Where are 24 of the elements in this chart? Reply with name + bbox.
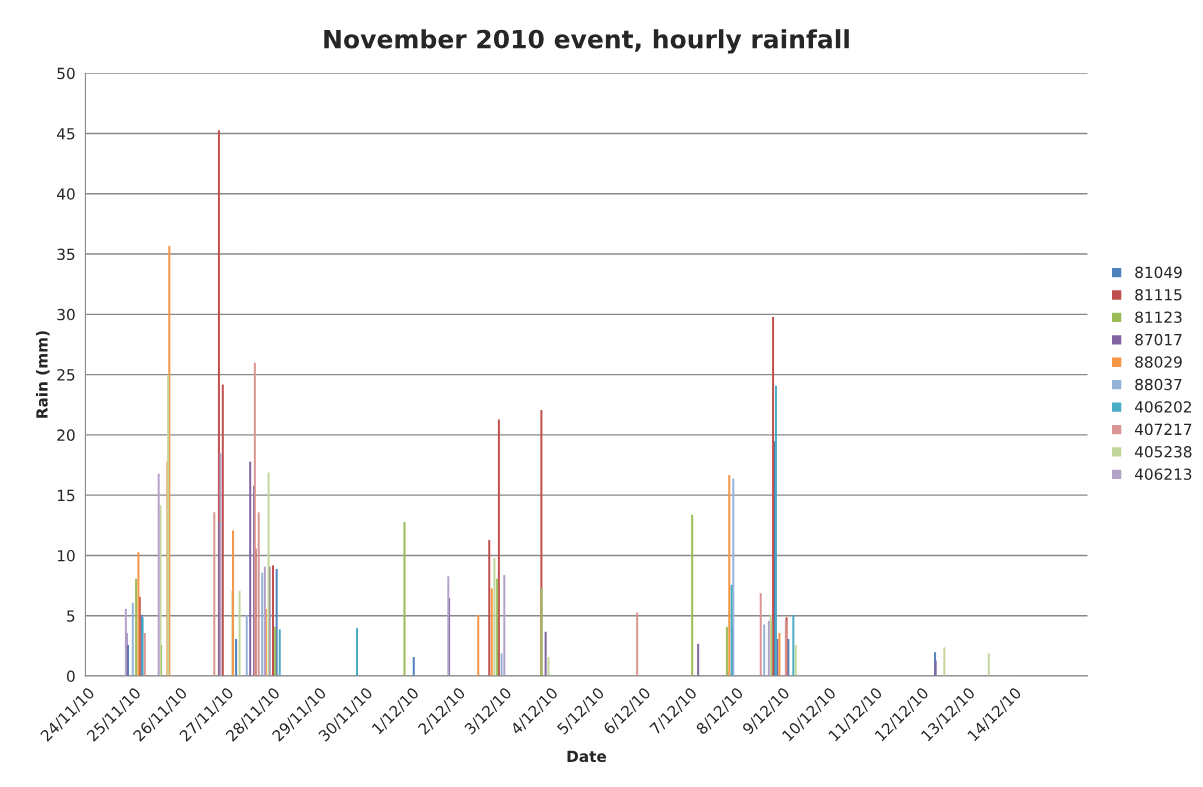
y-tick-label: 20	[57, 429, 75, 441]
legend-label: 81123	[1135, 311, 1182, 323]
y-tick-label: 35	[57, 248, 75, 261]
legend-label: 406202	[1134, 401, 1191, 413]
chart-title: November 2010 event, hourly rainfall	[324, 29, 849, 54]
y-tick-label: 15	[57, 489, 75, 502]
y-tick-label: 45	[57, 128, 75, 140]
y-tick-label: 10	[57, 549, 75, 562]
y-tick-label: 25	[57, 369, 75, 381]
legend-label: 81049	[1135, 266, 1182, 279]
y-tick-label: 30	[57, 308, 75, 321]
legend-label: 81115	[1135, 289, 1182, 301]
y-tick-label: 5	[67, 610, 75, 622]
legend-label: 406213	[1134, 468, 1192, 480]
legend-label: 405238	[1134, 445, 1192, 458]
y-tick-label: 40	[57, 188, 75, 200]
legend-label: 87017	[1135, 333, 1182, 346]
y-axis-title: Rain (mm)	[35, 331, 50, 418]
legend-label: 88029	[1135, 356, 1182, 368]
y-tick-label: 50	[57, 67, 75, 80]
legend-label: 407217	[1134, 423, 1192, 436]
legend-label: 88037	[1135, 378, 1182, 391]
x-axis-title: Date	[567, 750, 607, 763]
y-tick-label: 0	[66, 670, 75, 683]
